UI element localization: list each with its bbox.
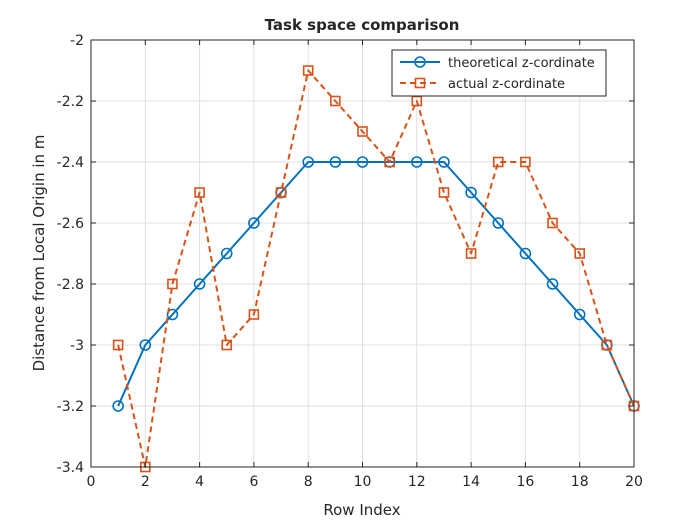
y-tick-label: -3.2: [57, 399, 84, 415]
x-tick-label: 14: [462, 474, 480, 490]
data-point: [519, 247, 532, 260]
data-point: [465, 248, 477, 259]
series-2: [112, 65, 640, 473]
data-point: [139, 339, 152, 351]
data-point: [492, 156, 504, 168]
y-tick-label: -3.4: [57, 460, 84, 476]
series-layer: [112, 65, 640, 473]
x-tick-label: 2: [141, 474, 150, 490]
data-point: [547, 217, 558, 229]
chart-title: Task space comparison: [265, 16, 460, 34]
data-point: [573, 308, 586, 321]
y-tick-label: -2.6: [57, 216, 84, 232]
x-tick-label: 12: [408, 474, 426, 490]
data-point: [193, 278, 206, 290]
x-tick-label: 16: [516, 474, 534, 490]
data-point: [248, 309, 260, 320]
data-point: [438, 187, 450, 198]
data-point: [410, 156, 423, 168]
data-point: [330, 95, 341, 107]
y-axis-label: Distance from Local Origin in m: [30, 135, 48, 372]
data-point: [574, 248, 586, 259]
data-point: [520, 156, 531, 168]
axes: 0 2 4 6 8 10 12 14 16 18 20 -2 -2.2 -2.4 -2.6 -2.8 -3 -3.…: [57, 33, 643, 490]
data-point: [438, 156, 450, 168]
data-point: [601, 339, 613, 351]
legend-label-2: actual z-cordinate: [448, 77, 565, 92]
y-tick-label: -3: [70, 338, 84, 354]
data-point: [465, 186, 477, 199]
series-line: [117, 161, 635, 407]
grid: [91, 40, 634, 467]
y-tick-label: -2.8: [57, 277, 84, 293]
data-point: [546, 278, 559, 290]
data-point: [167, 278, 178, 290]
data-point: [492, 217, 505, 229]
data-point: [248, 217, 260, 229]
data-point: [166, 308, 179, 321]
data-point: [302, 65, 314, 76]
legend-marker-2: [414, 77, 426, 89]
legend-label-1: theoretical z-cordinate: [448, 56, 595, 71]
data-point: [356, 156, 369, 168]
series-line: [117, 69, 635, 468]
x-tick-label: 18: [571, 474, 589, 490]
data-point: [194, 187, 205, 198]
y-tick-label: -2: [70, 33, 84, 49]
data-point: [384, 156, 395, 168]
data-point: [220, 247, 233, 260]
x-tick-label: 10: [354, 474, 372, 490]
y-tick-label: -2.4: [57, 155, 84, 171]
data-point: [275, 187, 287, 198]
x-tick-label: 0: [87, 474, 96, 490]
legend-marker-1: [414, 56, 426, 68]
x-tick-label: 20: [625, 474, 643, 490]
data-point: [357, 126, 368, 137]
data-point: [302, 156, 315, 168]
data-point: [112, 400, 124, 412]
x-tick-label: 8: [304, 474, 313, 490]
x-axis-label: Row Index: [323, 501, 400, 519]
x-tick-label: 6: [249, 474, 258, 490]
y-tick-label: -2.2: [57, 94, 84, 110]
data-point: [112, 339, 124, 351]
x-tick-label: 4: [195, 474, 204, 490]
legend: theoretical z-cordinate actual z-cordinat…: [391, 49, 607, 97]
data-point: [221, 339, 233, 351]
legend-box: [391, 49, 607, 97]
data-point: [329, 156, 342, 168]
